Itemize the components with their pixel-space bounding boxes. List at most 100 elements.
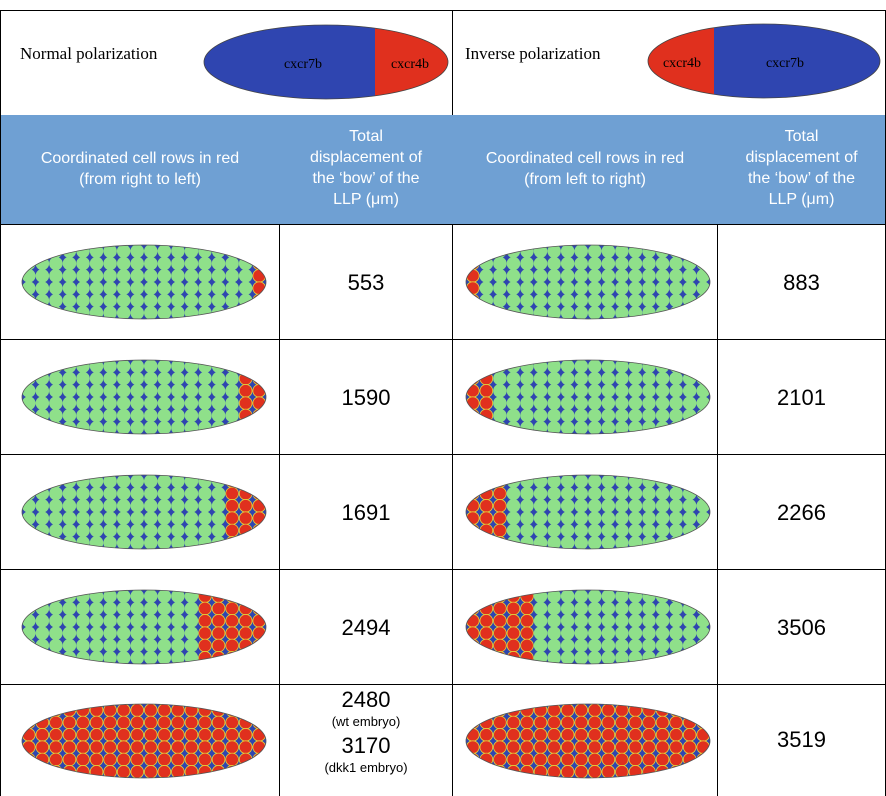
green-cell <box>533 269 548 283</box>
normal-polarization-label: Normal polarization <box>20 44 158 63</box>
green-cell <box>211 523 226 538</box>
red-cell <box>103 728 117 742</box>
green-cell <box>171 371 185 386</box>
red-cell <box>506 704 521 717</box>
green-cell <box>157 408 172 423</box>
green-cell <box>130 651 144 664</box>
red-cell <box>601 704 616 717</box>
red-cell <box>252 245 266 258</box>
red-cell <box>252 499 266 513</box>
green-cell <box>198 523 212 538</box>
green-cell <box>130 590 144 603</box>
green-cell <box>601 396 616 410</box>
green-cell <box>22 651 36 664</box>
green-cell <box>157 614 172 628</box>
green-cell <box>62 421 77 434</box>
red-cell <box>144 728 158 742</box>
green-cell <box>157 638 172 653</box>
green-cell <box>628 590 643 603</box>
red-cell <box>588 765 602 778</box>
grid-line <box>279 115 280 796</box>
displacement-normal: 1590 <box>341 385 391 410</box>
green-cell <box>547 256 561 271</box>
green-cell <box>22 601 36 616</box>
green-cell <box>211 256 226 271</box>
green-cell <box>144 486 158 501</box>
red-cell <box>615 715 629 730</box>
green-cell <box>76 384 90 398</box>
green-cell <box>574 590 588 603</box>
green-cell <box>696 590 710 603</box>
green-cell <box>574 626 588 640</box>
green-cell <box>76 511 90 525</box>
green-cell <box>574 499 588 513</box>
green-cell <box>211 371 226 386</box>
green-cell <box>76 256 90 271</box>
green-cell <box>533 651 548 664</box>
green-cell <box>655 408 670 423</box>
red-cell <box>238 740 253 754</box>
green-cell <box>103 256 117 271</box>
green-cell <box>587 536 602 549</box>
green-cell <box>560 651 575 664</box>
red-cell <box>211 590 226 603</box>
green-cell <box>560 360 575 373</box>
green-cell <box>144 269 158 283</box>
green-cell <box>560 614 575 628</box>
green-cell <box>533 281 548 295</box>
green-cell <box>89 536 104 549</box>
red-cell <box>655 752 670 767</box>
green-cell <box>103 360 117 373</box>
green-cell <box>62 638 77 653</box>
red-cell <box>62 765 77 778</box>
green-cell <box>533 523 548 538</box>
red-cell <box>628 740 643 754</box>
green-cell <box>655 475 670 488</box>
green-cell <box>547 626 561 640</box>
green-cell <box>574 475 588 488</box>
green-cell <box>184 638 199 653</box>
green-cell <box>642 371 656 386</box>
green-cell <box>520 523 534 538</box>
red-cell <box>479 765 494 778</box>
red-cell <box>76 765 90 778</box>
red-cell <box>601 765 616 778</box>
ellipse-background <box>466 360 710 434</box>
green-cell <box>103 245 117 258</box>
green-cell <box>184 245 199 258</box>
green-cell <box>547 536 561 549</box>
green-cell <box>547 638 561 653</box>
red-cell <box>89 740 104 754</box>
green-cell <box>144 601 158 616</box>
red-cell <box>479 499 494 513</box>
green-cell <box>642 511 656 525</box>
red-cell <box>238 704 253 717</box>
red-cell <box>601 715 616 730</box>
green-cell <box>211 408 226 423</box>
green-cell <box>157 475 172 488</box>
green-cell <box>682 269 697 283</box>
red-cell <box>198 638 212 653</box>
red-cell <box>103 715 117 730</box>
green-cell <box>116 601 131 616</box>
green-cell <box>157 499 172 513</box>
ellipse-background <box>22 590 266 664</box>
green-cell <box>143 536 158 549</box>
green-cell <box>560 536 575 549</box>
green-cell <box>696 486 710 501</box>
red-cell <box>466 421 480 434</box>
red-cell <box>211 715 226 730</box>
green-cell <box>62 486 77 501</box>
red-cell <box>238 651 253 664</box>
green-cell <box>211 281 226 295</box>
displacement-normal: 553 <box>347 270 385 295</box>
red-cell <box>252 256 266 271</box>
green-cell <box>655 626 670 640</box>
green-cell <box>62 281 77 295</box>
green-cell <box>225 396 239 410</box>
green-cell <box>506 269 521 283</box>
green-cell <box>574 245 588 258</box>
green-cell <box>211 486 226 501</box>
green-cell <box>682 281 697 295</box>
green-cell <box>144 408 158 423</box>
